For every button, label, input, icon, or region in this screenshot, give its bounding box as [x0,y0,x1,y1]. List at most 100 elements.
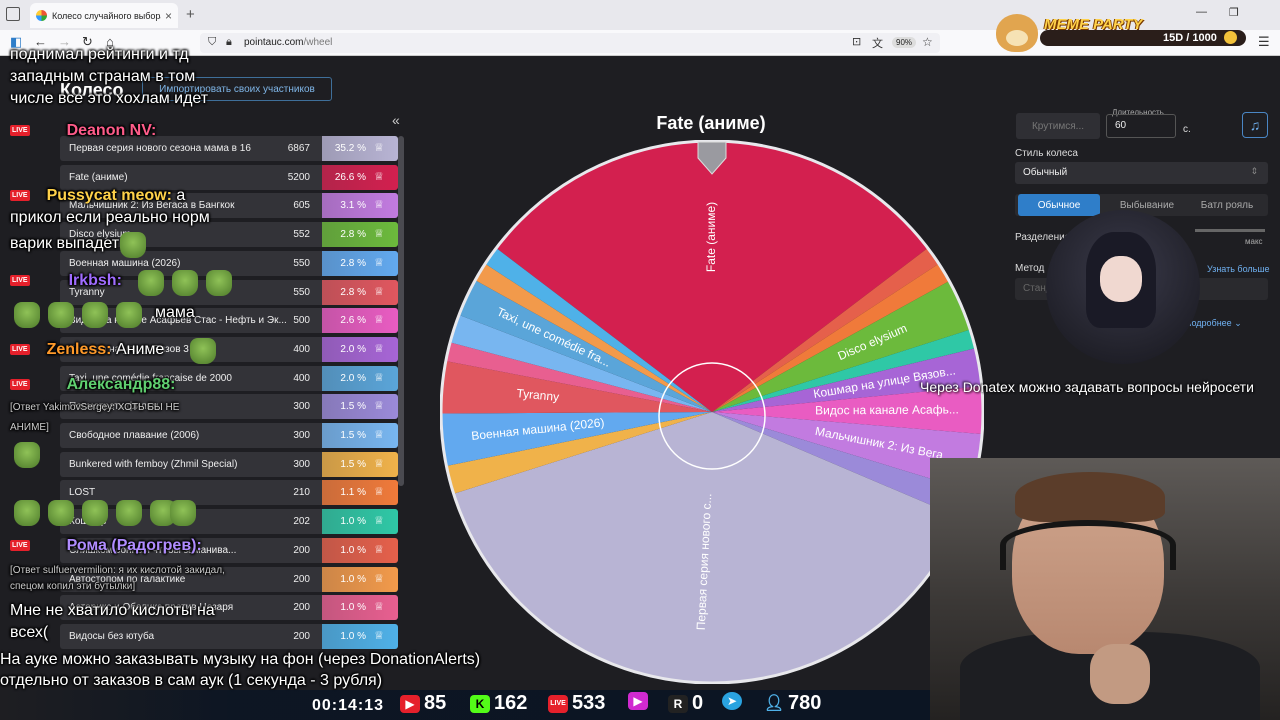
participant-row[interactable]: Disco elysium 552 2.8 % ♕ [60,222,398,248]
participant-amount: 200 [293,602,310,614]
trophy-icon[interactable]: ♕ [374,199,384,212]
participant-row[interactable]: LOST 210 1.1 % ♕ [60,480,398,506]
webcam-person-hand [1090,644,1150,704]
participant-name: Автостопом по галактике [69,573,186,585]
wheel-slice [712,248,939,412]
wheel-slice [442,361,712,414]
trophy-icon[interactable]: ♕ [374,342,384,355]
trophy-icon[interactable]: ♕ [374,371,384,384]
zoom-level[interactable]: 90% [892,37,917,48]
participant-row[interactable]: Посмотреть фильм 300 1.5 % ♕ [60,394,398,420]
chat-username: Deanon NV: [66,122,157,139]
r-count: 0 [692,692,704,714]
bookmark-star-icon[interactable]: ☆ [922,35,933,49]
reader-view-icon[interactable]: ⊡ [852,36,862,48]
wheel-slice-label: Первая серия нового с... [694,493,715,630]
participant-row[interactable]: Bunkered with femboy (Zhmil Special) 300 1… [60,451,398,477]
home-icon[interactable]: ⌂ [106,34,114,49]
trophy-icon[interactable]: ♕ [374,256,384,269]
trophy-icon[interactable]: ♕ [374,457,384,470]
trophy-icon[interactable]: ♕ [374,429,384,441]
address-bar[interactable]: ⛉ 🔒︎ pointauc.com/wheel ⊡ 文 90% ☆ [200,33,940,53]
collapse-list-icon[interactable]: « [392,112,400,128]
trophy-icon[interactable]: ♕ [374,572,384,585]
participant-amount: 400 [293,372,310,384]
more-details-link[interactable]: Подробнее ⌄ [1185,318,1242,328]
participant-percent: 1.0 % [340,573,366,585]
trophy-icon[interactable]: ♕ [374,601,384,614]
donation-ticker-line1: На ауке можно заказывать музыку на фон (… [0,651,481,668]
total-count: 780 [788,692,822,714]
sidebar-toggle-icon[interactable]: ◧ [10,34,23,49]
learn-more-link[interactable]: Узнать больше [1207,264,1270,274]
trophy-icon[interactable]: ♕ [374,228,384,241]
close-tab-icon[interactable]: × [164,8,172,23]
participant-row[interactable]: Видосы без ютуба 200 1.0 % ♕ [60,623,398,649]
split-slider[interactable] [1195,229,1265,232]
participant-row[interactable]: Астерикс и Обеликс против Цезаря 200 1.0 %… [60,595,398,621]
chat-line: всех( [10,624,49,641]
tab-overview-icon[interactable] [6,7,20,21]
duration-unit: с. [1183,124,1191,135]
trophy-icon[interactable]: ♕ [374,142,384,154]
participant-row[interactable]: Кошмар на улице Вязов 3 400 2.0 % ♕ [60,336,398,362]
wheel-slice [442,412,712,466]
tab-mode-elimination[interactable]: Выбывание [1119,199,1175,211]
translate-icon[interactable]: 文 [872,38,883,50]
browser-tab[interactable]: Колесо случайного выбора – I × [30,3,178,28]
participant-name: Taxi, une comédie française de 2000 [69,372,232,384]
trophy-icon[interactable]: ♕ [374,515,384,528]
rutube-icon: ▶ [628,692,648,710]
trophy-icon[interactable]: ♕ [374,486,384,499]
participant-name: Кошмар на улице Вязов 3 [69,343,189,355]
maximize-icon[interactable]: ❐ [1229,7,1239,19]
participant-row[interactable]: Fate (аниме) 5200 26.6 % ♕ [60,164,398,190]
trophy-icon[interactable]: ♕ [374,314,384,327]
wheel-style-select[interactable]: Обычный ⇕ [1015,162,1268,184]
pepe-emote [120,232,146,258]
chat-username: Irkbsh: [68,272,122,289]
chat-message: LIVE Zenless: Аниме [10,341,164,359]
wheel-style-label: Стиль колеса [1015,148,1078,159]
trophy-icon[interactable]: ♕ [374,629,384,642]
import-participants-button[interactable]: Импортировать своих участников [142,77,332,101]
back-icon[interactable]: ← [34,34,47,49]
trophy-icon[interactable]: ♕ [374,400,384,413]
participant-row[interactable]: Автостопом по галактике 200 1.0 % ♕ [60,566,398,592]
trophy-icon[interactable]: ♕ [374,543,384,556]
music-note-icon[interactable]: ♫ [1242,112,1268,138]
participant-row[interactable]: Мальчишник 2: Из Вегаса в Бангкок 605 3.1 … [60,193,398,219]
participant-name: Видос на канале Асафьев Стас - Нефть и Э… [69,315,287,327]
participant-row[interactable]: Свободное плавание (2006) 300 1.5 % ♕ [60,423,398,448]
participant-row[interactable]: Первая серия нового сезона мама в 16 6867… [60,136,398,161]
trophy-icon[interactable]: ♕ [374,170,384,183]
site-info-icon[interactable]: ⛉ [208,36,217,48]
reload-icon[interactable]: ↻ [82,34,93,49]
participant-percent: 1.5 % [340,401,366,413]
participant-percent: 2.8 % [340,229,366,241]
chat-line: поднимал рейтинги и тд [10,46,189,63]
chat-line: прикол если реально норм [10,209,210,226]
wheel-winner-label: Fate (аниме) [656,113,766,133]
participant-percent: 1.5 % [340,458,366,470]
duration-input[interactable]: 60 [1106,114,1176,138]
more-details-text: Подробнее [1185,318,1232,328]
chat-text: а [176,187,186,204]
wheel-slice [451,315,712,412]
participant-amount: 300 [293,430,310,441]
tab-mode-normal[interactable]: Обычное [1018,194,1100,216]
spin-button[interactable]: Крутимся... [1016,113,1100,139]
list-scrollbar[interactable] [398,136,404,486]
new-tab-icon[interactable]: + [186,6,195,23]
participant-row[interactable]: Taxi, une comédie française de 2000 400 2.… [60,365,398,391]
trophy-icon[interactable]: ♕ [374,285,384,298]
menu-icon[interactable]: ☰ [1258,34,1270,49]
tab-mode-battle-royale[interactable]: Батл рояль [1200,199,1254,211]
minimize-icon[interactable]: — [1196,6,1207,18]
participant-row[interactable]: Слишком сонный чтобы заманива... 200 1.0 %… [60,537,398,563]
participant-name: Свободное плавание (2006) [69,430,200,441]
participant-amount: 210 [293,487,310,499]
forward-icon[interactable]: → [58,34,71,49]
